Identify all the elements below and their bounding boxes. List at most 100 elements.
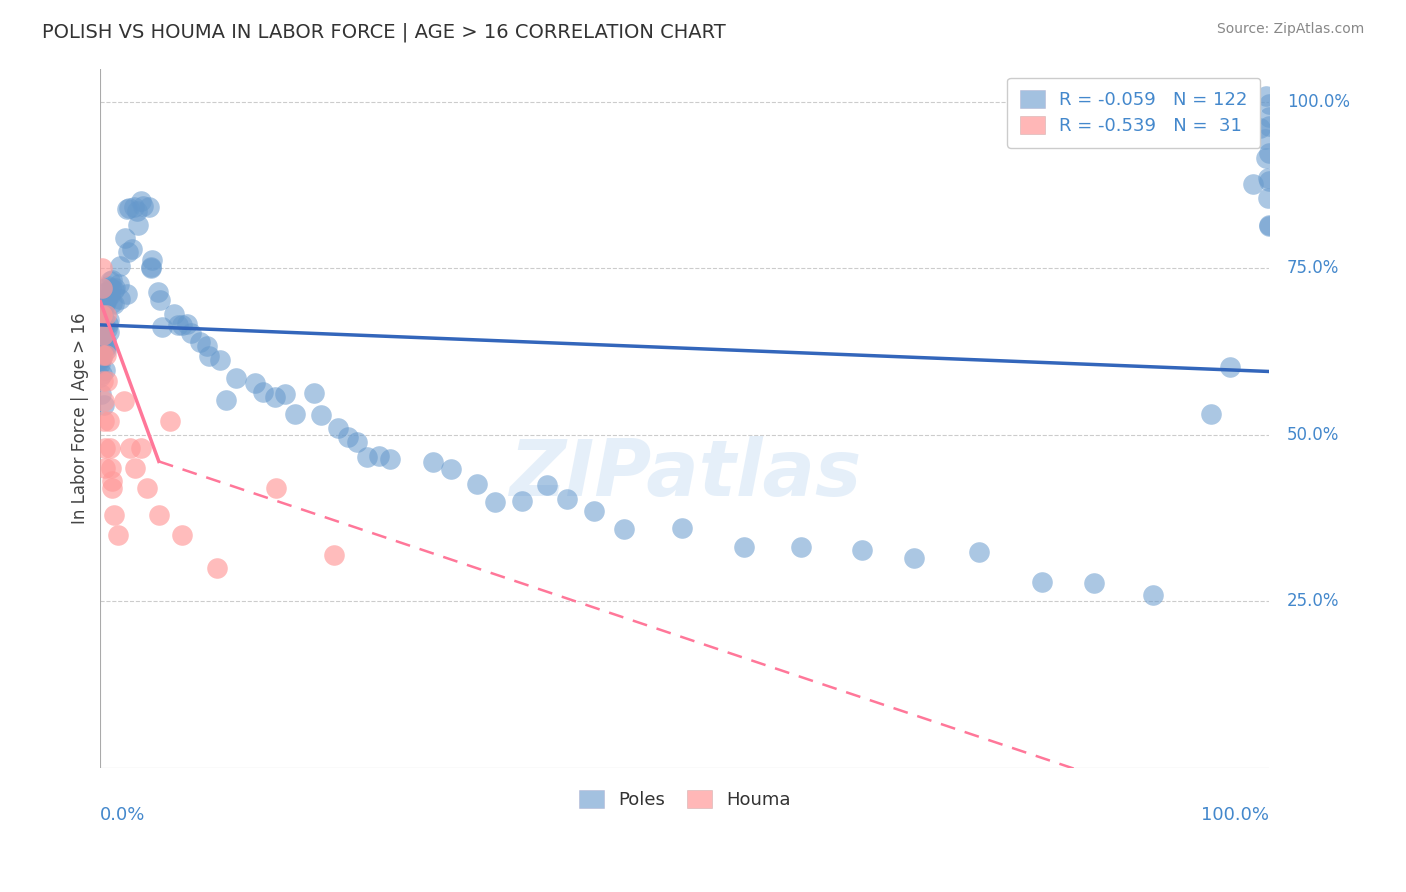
Point [98,441,121,455]
Point [172,527,194,541]
Point [100,281,122,295]
Point [96,343,118,357]
Point [1258,96,1281,111]
Point [1031,575,1053,590]
Point [117,245,139,260]
Point [148,293,170,308]
Point [465,477,488,491]
Text: 100.0%: 100.0% [1286,93,1350,111]
Point [1241,178,1264,192]
Point [115,287,138,301]
Point [90,261,112,276]
Point [96,322,118,336]
Text: 0.0%: 0.0% [100,806,146,824]
Point [1258,219,1281,233]
Point [91,338,114,352]
Point [97,284,120,298]
Point [94,335,117,350]
Point [129,441,152,455]
Point [91,348,114,362]
Point [1257,110,1279,124]
Point [108,292,131,306]
Point [1249,120,1271,135]
Point [93,398,115,412]
Point [94,298,117,312]
Point [346,435,368,450]
Point [264,390,287,404]
Point [903,551,925,566]
Text: ZIPatlas: ZIPatlas [509,436,860,512]
Point [118,441,141,455]
Point [1257,192,1279,206]
Point [176,318,198,332]
Point [94,292,117,306]
Point [93,394,115,409]
Point [536,478,558,492]
Point [613,522,636,536]
Point [90,342,112,356]
Point [141,260,163,275]
Point [93,312,115,326]
Legend: Poles, Houma: Poles, Houma [569,781,800,818]
Point [89,339,111,353]
Point [91,286,114,301]
Point [93,320,115,334]
Point [1257,145,1279,160]
Point [91,325,114,339]
Point [96,293,118,307]
Point [89,353,111,368]
Point [114,231,136,245]
Point [163,307,186,321]
Point [101,273,124,287]
Point [180,326,202,340]
Point [1258,218,1281,232]
Point [89,369,111,384]
Point [90,334,112,348]
Point [422,455,444,469]
Point [91,302,114,317]
Point [97,279,120,293]
Point [121,242,143,256]
Text: 75.0%: 75.0% [1286,260,1340,277]
Point [148,285,170,299]
Point [207,561,229,575]
Point [326,421,349,435]
Point [96,291,118,305]
Point [124,461,146,475]
Point [97,414,120,428]
Point [198,349,221,363]
Point [252,384,274,399]
Y-axis label: In Labor Force | Age > 16: In Labor Force | Age > 16 [72,312,89,524]
Point [208,352,231,367]
Point [101,295,124,310]
Point [101,481,124,495]
Point [356,450,378,465]
Point [188,334,211,349]
Point [90,367,112,381]
Point [91,327,114,342]
Point [284,407,307,421]
Point [96,348,118,362]
Point [159,414,181,428]
Point [167,318,190,332]
Point [103,508,125,522]
Point [91,375,114,389]
Point [138,200,160,214]
Point [1219,359,1241,374]
Point [122,200,145,214]
Point [107,527,129,541]
Point [108,277,131,291]
Text: Source: ZipAtlas.com: Source: ZipAtlas.com [1216,22,1364,37]
Point [90,351,112,366]
Point [733,540,755,554]
Point [136,481,159,495]
Point [127,219,149,233]
Point [94,461,117,475]
Point [108,260,131,274]
Point [336,430,359,444]
Point [555,491,578,506]
Point [90,308,112,322]
Point [139,260,162,275]
Point [118,201,141,215]
Point [131,194,153,208]
